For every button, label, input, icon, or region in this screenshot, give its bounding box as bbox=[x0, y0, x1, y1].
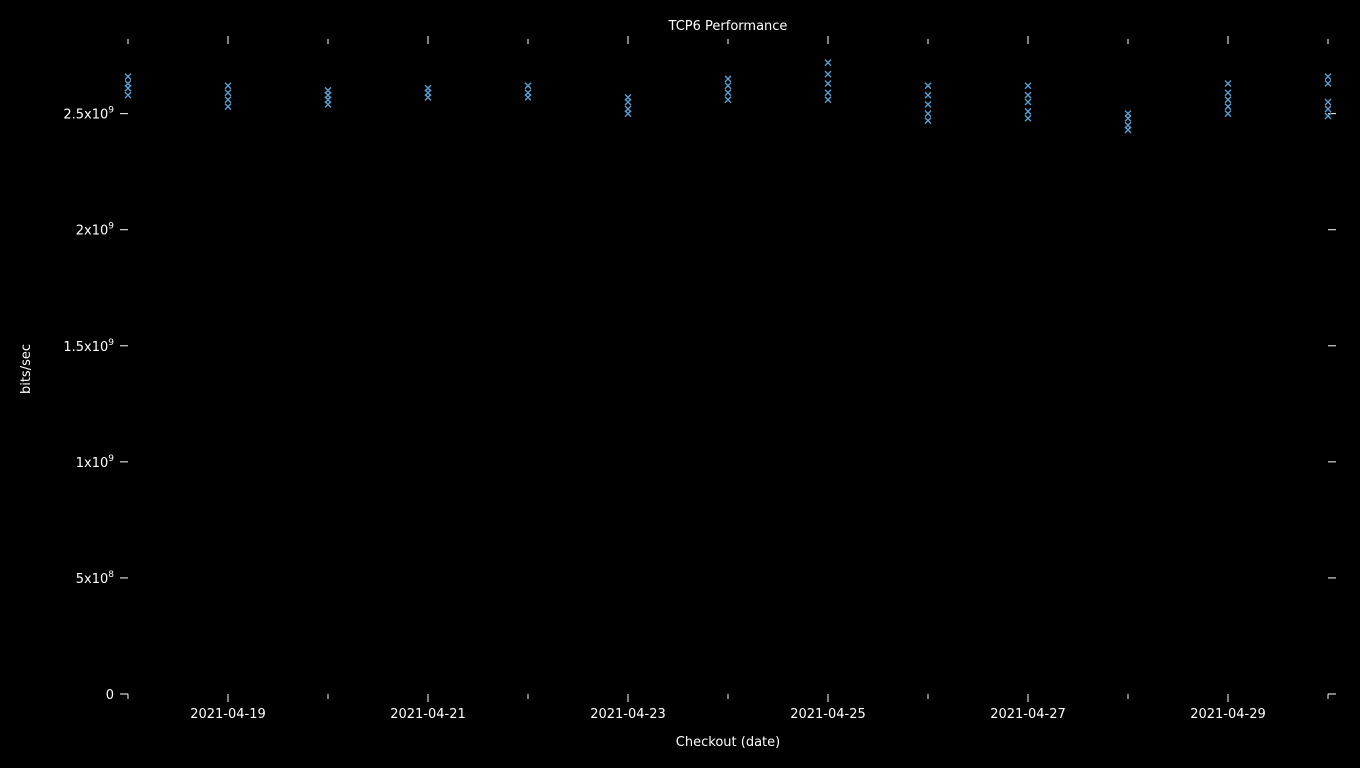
x-tick-label: 2021-04-27 bbox=[990, 707, 1066, 722]
y-tick-label: 1.5x109 bbox=[63, 338, 114, 355]
x-tick-label: 2021-04-19 bbox=[190, 707, 266, 722]
y-tick-label: 0 bbox=[106, 688, 114, 703]
y-axis-label: bits/sec bbox=[19, 344, 34, 394]
x-axis-label: Checkout (date) bbox=[676, 735, 780, 750]
x-tick-label: 2021-04-29 bbox=[1190, 707, 1266, 722]
x-tick-label: 2021-04-23 bbox=[590, 707, 666, 722]
chart-background bbox=[0, 0, 1360, 768]
chart-title: TCP6 Performance bbox=[668, 19, 788, 34]
y-tick-label: 2.5x109 bbox=[63, 106, 114, 123]
x-tick-label: 2021-04-25 bbox=[790, 707, 866, 722]
tcp6-performance-chart: TCP6 Performance Checkout (date) bits/se… bbox=[0, 0, 1360, 768]
x-tick-label: 2021-04-21 bbox=[390, 707, 466, 722]
